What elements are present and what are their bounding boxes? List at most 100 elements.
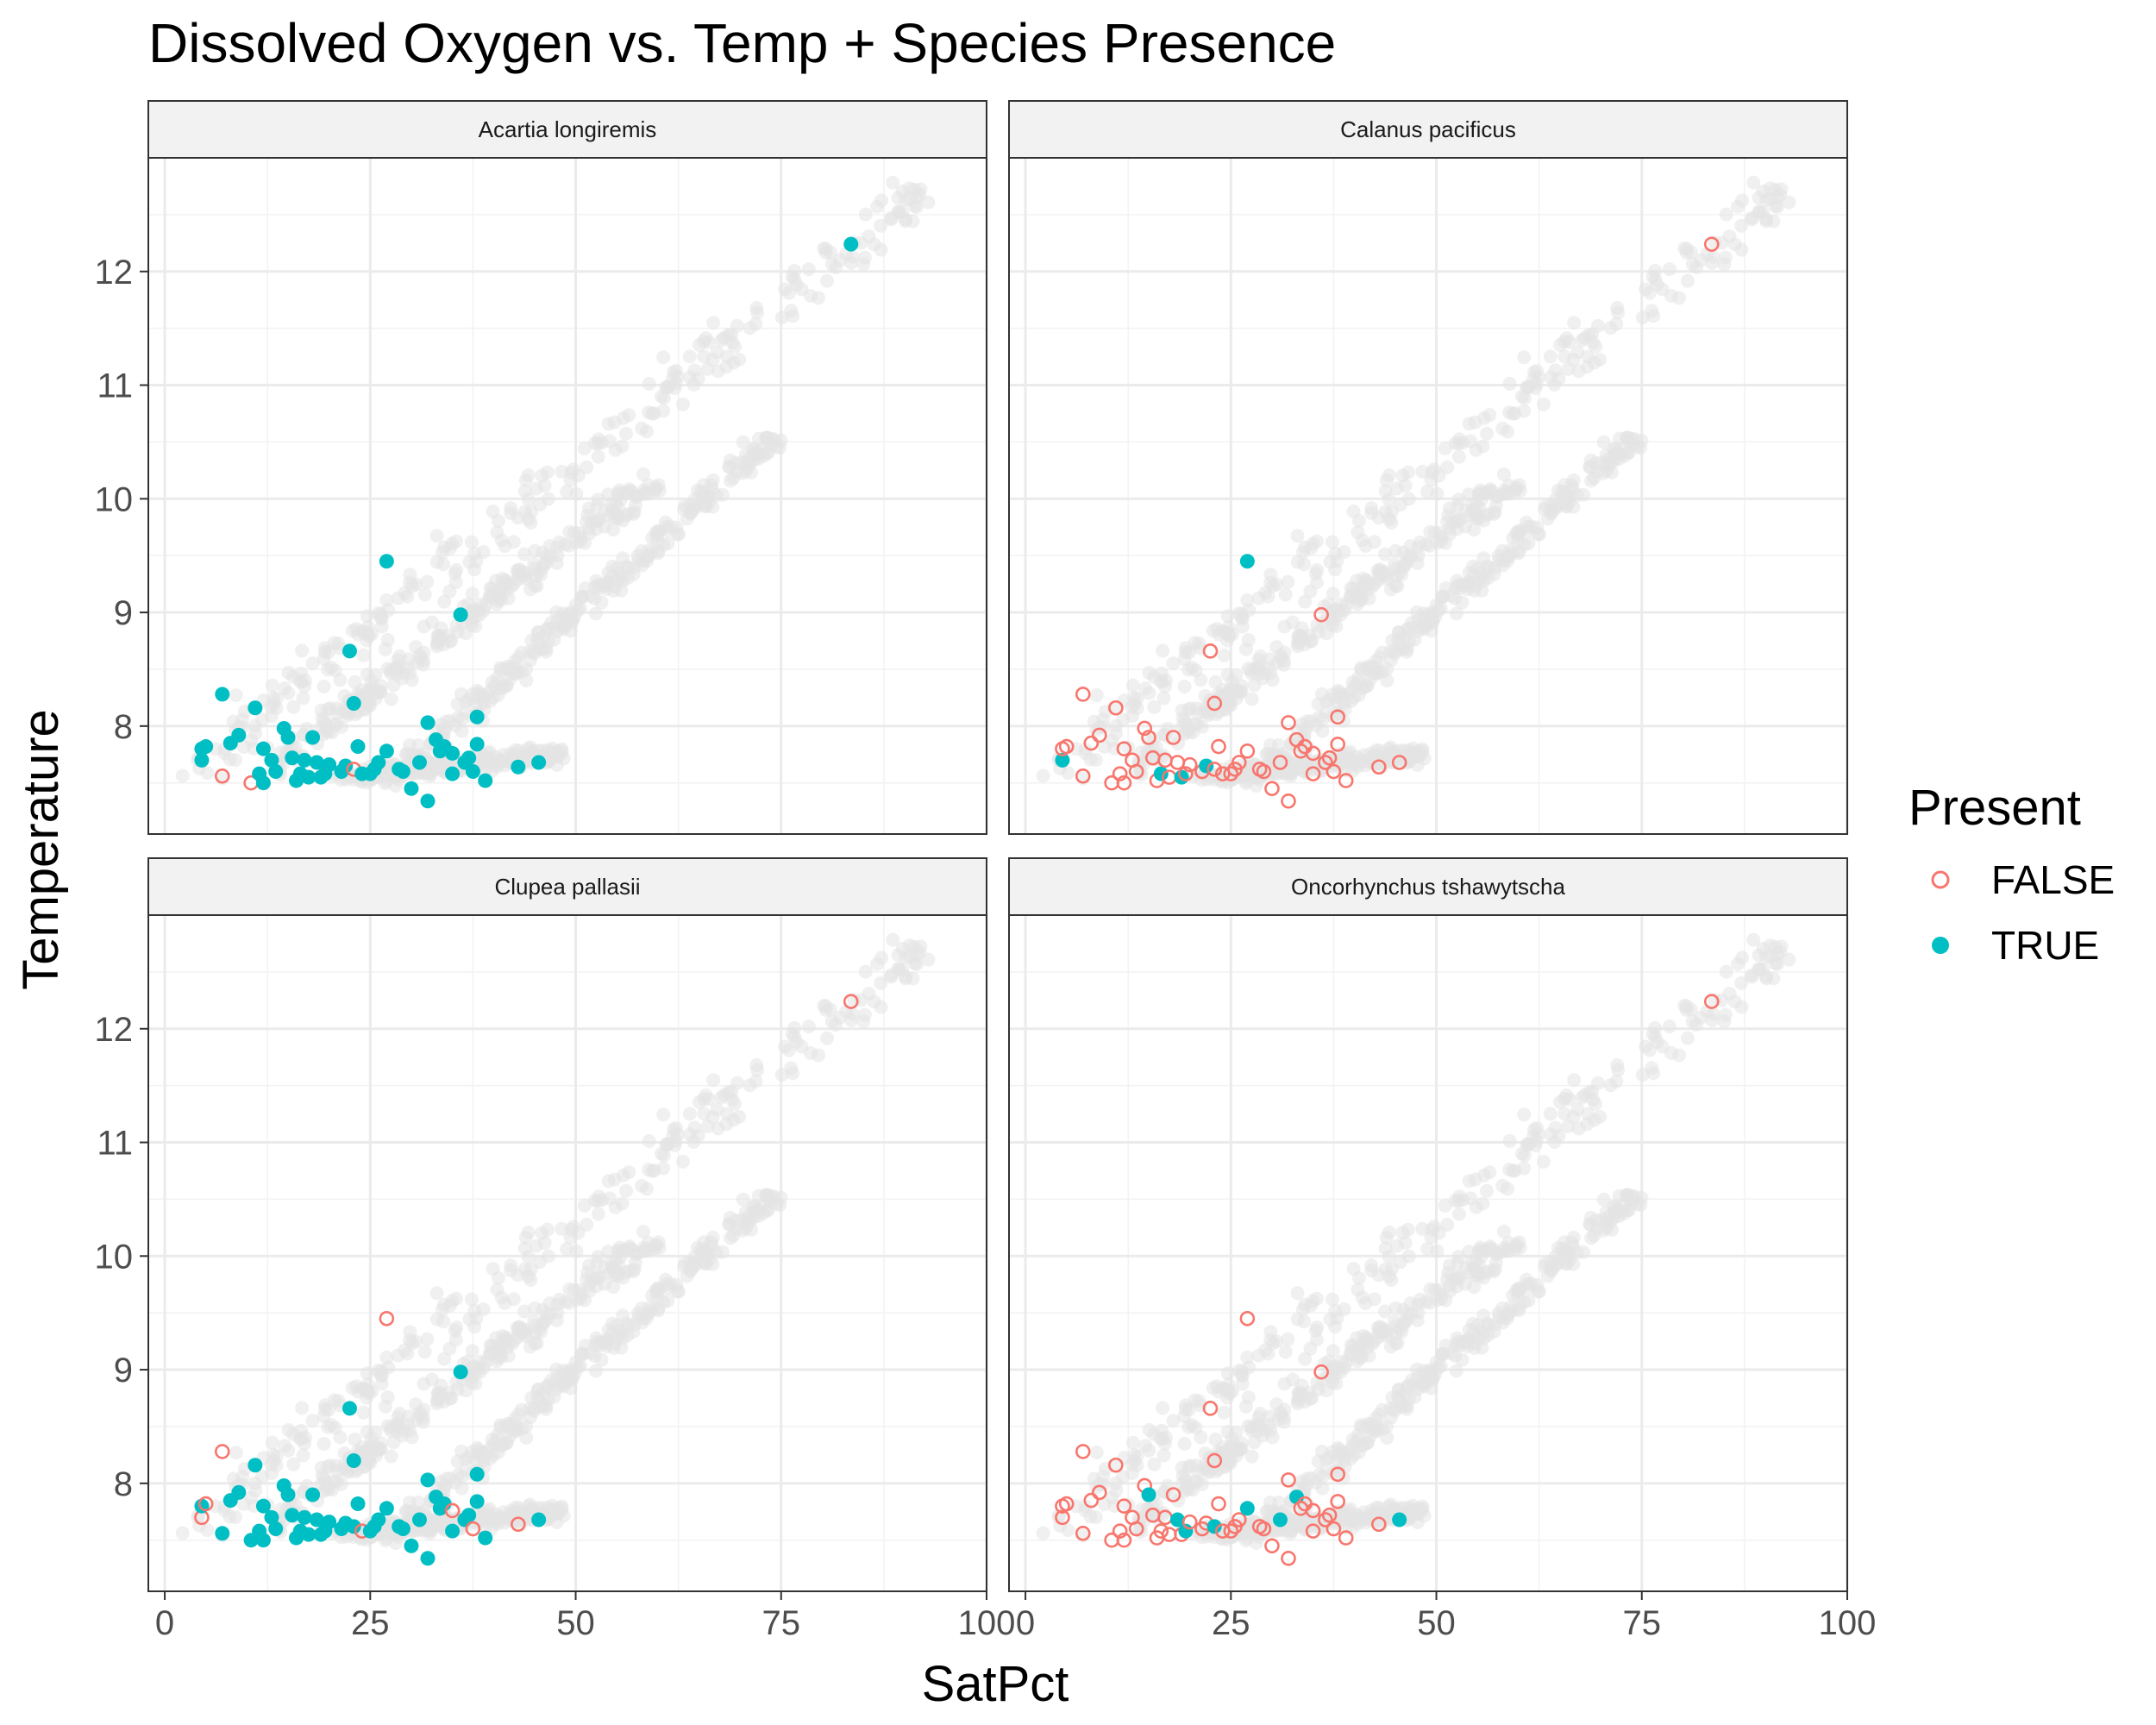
background-point	[1351, 1283, 1365, 1297]
background-point	[1363, 1503, 1378, 1518]
y-tick-label: 8	[114, 1465, 133, 1503]
background-point	[438, 720, 453, 735]
background-point	[1096, 720, 1111, 735]
background-point	[1476, 411, 1491, 425]
background-point	[1115, 1470, 1130, 1484]
background-point	[1609, 1074, 1624, 1088]
background-point	[1479, 426, 1494, 441]
data-point-false	[1108, 1457, 1124, 1473]
background-point	[1319, 1383, 1334, 1398]
background-point	[1451, 1207, 1466, 1221]
background-point	[730, 318, 744, 333]
background-point	[1528, 1138, 1543, 1152]
background-point	[498, 1296, 512, 1311]
data-point-false	[1108, 699, 1124, 716]
background-point	[317, 680, 331, 694]
background-point	[523, 1262, 538, 1276]
background-point	[1218, 1459, 1232, 1474]
background-point	[1177, 1437, 1192, 1452]
background-point	[519, 673, 534, 687]
background-point	[1378, 547, 1393, 561]
data-point-true	[342, 643, 357, 659]
background-point	[501, 591, 516, 605]
background-point	[1166, 1414, 1181, 1428]
background-point	[1083, 1509, 1098, 1524]
background-point	[1142, 747, 1156, 762]
background-point	[1476, 1196, 1490, 1211]
background-point	[360, 1366, 374, 1381]
background-point	[175, 768, 190, 783]
data-point-false	[1206, 1452, 1223, 1469]
data-point-false	[1321, 1507, 1338, 1523]
data-point-true	[350, 1496, 366, 1512]
background-point	[1388, 561, 1403, 575]
background-point	[1319, 626, 1334, 641]
background-point	[467, 562, 482, 577]
background-point	[909, 957, 924, 971]
background-point	[1566, 1109, 1581, 1124]
background-point	[706, 316, 721, 330]
y-tick-label: 12	[95, 1011, 134, 1049]
background-point	[384, 692, 398, 706]
background-point	[1544, 506, 1558, 521]
background-point	[874, 242, 888, 257]
background-point	[356, 648, 371, 662]
background-point	[1297, 1395, 1312, 1409]
background-point	[549, 1313, 564, 1327]
data-point-true	[411, 1512, 427, 1527]
background-point	[1290, 529, 1305, 543]
background-point	[1544, 1264, 1558, 1278]
data-point-true	[255, 741, 271, 756]
background-point	[1262, 661, 1276, 675]
data-point-false	[1313, 1364, 1329, 1380]
data-point-false	[197, 1496, 214, 1512]
data-point-true	[1239, 1501, 1255, 1516]
background-point	[531, 1383, 546, 1397]
y-tick-label: 11	[97, 1125, 133, 1163]
background-point	[436, 637, 451, 652]
background-point	[1609, 317, 1624, 331]
background-point	[392, 649, 407, 664]
background-point	[1517, 391, 1532, 405]
background-point	[1401, 465, 1415, 480]
data-point-true	[371, 1512, 386, 1527]
background-point	[1471, 1269, 1486, 1283]
y-tick-label: 12	[95, 254, 134, 292]
background-point	[1719, 964, 1733, 979]
background-point	[467, 1320, 482, 1334]
background-point	[1351, 513, 1366, 528]
background-point	[1277, 619, 1292, 634]
background-point	[305, 1414, 320, 1428]
background-point	[1553, 1095, 1568, 1109]
x-tick-label: 0	[1016, 1604, 1035, 1642]
legend-label-false: FALSE	[1991, 857, 2115, 902]
background-point	[1314, 1444, 1329, 1458]
background-point	[1491, 489, 1506, 504]
background-point	[817, 999, 831, 1013]
data-point-true	[264, 752, 279, 768]
data-point-true	[268, 1521, 284, 1537]
data-point-false	[1391, 755, 1407, 770]
x-tick-label: 100	[1819, 1604, 1877, 1642]
background-point	[378, 642, 392, 656]
background-point	[401, 1418, 416, 1433]
background-point	[573, 1291, 588, 1306]
data-point-true	[280, 1487, 296, 1502]
data-point-false	[1202, 1401, 1219, 1416]
background-point	[1194, 1430, 1208, 1445]
background-point	[1543, 349, 1557, 364]
background-point	[616, 1168, 630, 1182]
background-point	[886, 175, 900, 190]
background-point	[467, 1303, 482, 1318]
background-point	[222, 1509, 237, 1524]
background-point	[519, 662, 534, 676]
background-point	[630, 549, 645, 563]
background-point	[1406, 1498, 1420, 1513]
background-point	[1358, 539, 1373, 554]
background-point	[1567, 316, 1582, 330]
x-tick-label: 75	[762, 1604, 801, 1642]
background-point	[360, 609, 374, 624]
background-point	[1445, 1272, 1460, 1287]
background-point	[661, 523, 675, 537]
background-point	[1590, 1076, 1605, 1090]
